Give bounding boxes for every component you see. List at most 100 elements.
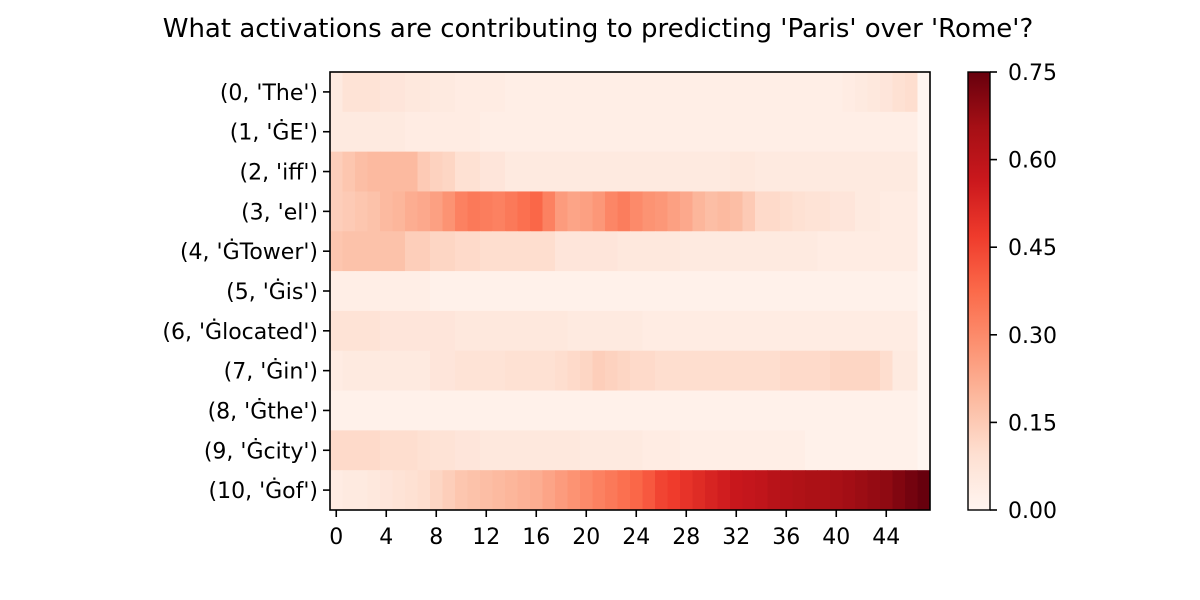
heatmap-cell bbox=[567, 111, 581, 153]
heatmap-cell bbox=[367, 430, 381, 471]
heatmap-cell bbox=[330, 310, 343, 352]
heatmap-cell bbox=[567, 390, 581, 431]
heatmap-cell bbox=[855, 310, 868, 352]
heatmap-cell bbox=[717, 271, 731, 312]
heatmap-cell bbox=[442, 470, 456, 511]
heatmap-cell bbox=[630, 72, 643, 113]
x-tick-label: 28 bbox=[672, 525, 700, 550]
heatmap-cell bbox=[355, 151, 368, 192]
heatmap-cell bbox=[405, 111, 418, 153]
heatmap-cell bbox=[905, 470, 918, 511]
heatmap-cell bbox=[905, 191, 918, 232]
heatmap-cell bbox=[892, 390, 906, 431]
heatmap-cell bbox=[467, 231, 481, 272]
heatmap-cell bbox=[630, 470, 643, 511]
heatmap-cell bbox=[767, 271, 781, 312]
heatmap-cell bbox=[580, 390, 593, 431]
heatmap-cell bbox=[692, 151, 706, 192]
colorbar bbox=[967, 71, 991, 511]
heatmap-cell bbox=[430, 390, 443, 431]
heatmap-cell bbox=[642, 191, 656, 232]
x-tick-label: 8 bbox=[429, 525, 443, 550]
heatmap-cell bbox=[917, 191, 931, 232]
heatmap-cell bbox=[555, 111, 568, 153]
heatmap-cell bbox=[392, 430, 406, 471]
heatmap-cell bbox=[705, 310, 718, 352]
heatmap-cell bbox=[880, 191, 893, 232]
heatmap-cell bbox=[330, 191, 343, 232]
heatmap-cell bbox=[617, 271, 631, 312]
heatmap-cell bbox=[492, 310, 506, 352]
heatmap-cell bbox=[817, 151, 831, 192]
heatmap-cell bbox=[492, 430, 506, 471]
heatmap-cell bbox=[792, 191, 806, 232]
heatmap-cell bbox=[330, 151, 343, 192]
y-tick-label: (2, 'iff') bbox=[239, 161, 318, 186]
heatmap-cell bbox=[830, 151, 843, 192]
heatmap-cell bbox=[717, 72, 731, 113]
heatmap-cell bbox=[442, 350, 456, 391]
heatmap-cell bbox=[880, 470, 893, 511]
heatmap-cell bbox=[380, 470, 393, 511]
heatmap-cell bbox=[492, 470, 506, 511]
heatmap-cell bbox=[917, 151, 931, 192]
y-tick-label: (8, 'Ġthe') bbox=[208, 398, 318, 424]
heatmap-cell bbox=[580, 191, 593, 232]
x-tick-label: 4 bbox=[379, 525, 393, 550]
heatmap-cell bbox=[392, 151, 406, 192]
heatmap-cell bbox=[667, 390, 681, 431]
heatmap-cell bbox=[892, 470, 906, 511]
heatmap-cell bbox=[492, 390, 506, 431]
heatmap-cell bbox=[492, 350, 506, 391]
heatmap-cell bbox=[867, 231, 881, 272]
heatmap-cell bbox=[905, 390, 918, 431]
heatmap-cell bbox=[742, 310, 756, 352]
heatmap-cell bbox=[805, 470, 818, 511]
heatmap-cell bbox=[655, 231, 668, 272]
heatmap-cell bbox=[342, 470, 356, 511]
heatmap-cell bbox=[655, 72, 668, 113]
heatmap-cell bbox=[617, 470, 631, 511]
heatmap-cell bbox=[567, 470, 581, 511]
heatmap-cell bbox=[580, 310, 593, 352]
heatmap-cell bbox=[605, 151, 618, 192]
heatmap-cell bbox=[742, 470, 756, 511]
heatmap-cell bbox=[830, 231, 843, 272]
heatmap-cell bbox=[417, 310, 431, 352]
heatmap-cell bbox=[592, 470, 606, 511]
heatmap-cell bbox=[405, 390, 418, 431]
heatmap-cell bbox=[742, 151, 756, 192]
heatmap-cell bbox=[755, 231, 768, 272]
heatmap-cell bbox=[555, 310, 568, 352]
heatmap-cell bbox=[780, 390, 793, 431]
heatmap-cell bbox=[805, 350, 818, 391]
heatmap-cell bbox=[680, 470, 693, 511]
heatmap-cell bbox=[817, 310, 831, 352]
heatmap-cell bbox=[617, 231, 631, 272]
heatmap-cell bbox=[705, 390, 718, 431]
colorbar-tick-label: 0.00 bbox=[1008, 499, 1057, 524]
heatmap-cell bbox=[592, 271, 606, 312]
heatmap-cell bbox=[330, 350, 343, 391]
heatmap-cell bbox=[355, 350, 368, 391]
heatmap-cell bbox=[442, 390, 456, 431]
heatmap-cell bbox=[392, 111, 406, 153]
heatmap-cell bbox=[792, 72, 806, 113]
colorbar-axis: 0.00 0.15 0.30 0.45 0.60 0.75 bbox=[990, 61, 1057, 524]
heatmap-cell bbox=[580, 470, 593, 511]
x-tick-label: 36 bbox=[772, 525, 800, 550]
heatmap-cell bbox=[730, 231, 743, 272]
heatmap-cell bbox=[455, 350, 468, 391]
heatmap-cell bbox=[480, 72, 493, 113]
heatmap-cell bbox=[442, 151, 456, 192]
heatmap-cell bbox=[530, 390, 543, 431]
heatmap-cell bbox=[692, 310, 706, 352]
heatmap-cell bbox=[767, 72, 781, 113]
heatmap-cell bbox=[805, 430, 818, 471]
y-tick-label: (3, 'el') bbox=[241, 200, 318, 225]
heatmap-cell bbox=[917, 470, 931, 511]
y-tick-label: (9, 'Ġcity') bbox=[204, 438, 318, 464]
heatmap-cell bbox=[392, 231, 406, 272]
x-axis: 0 4 8 12 16 20 24 28 32 36 40 44 bbox=[329, 510, 900, 550]
heatmap-cell bbox=[792, 310, 806, 352]
